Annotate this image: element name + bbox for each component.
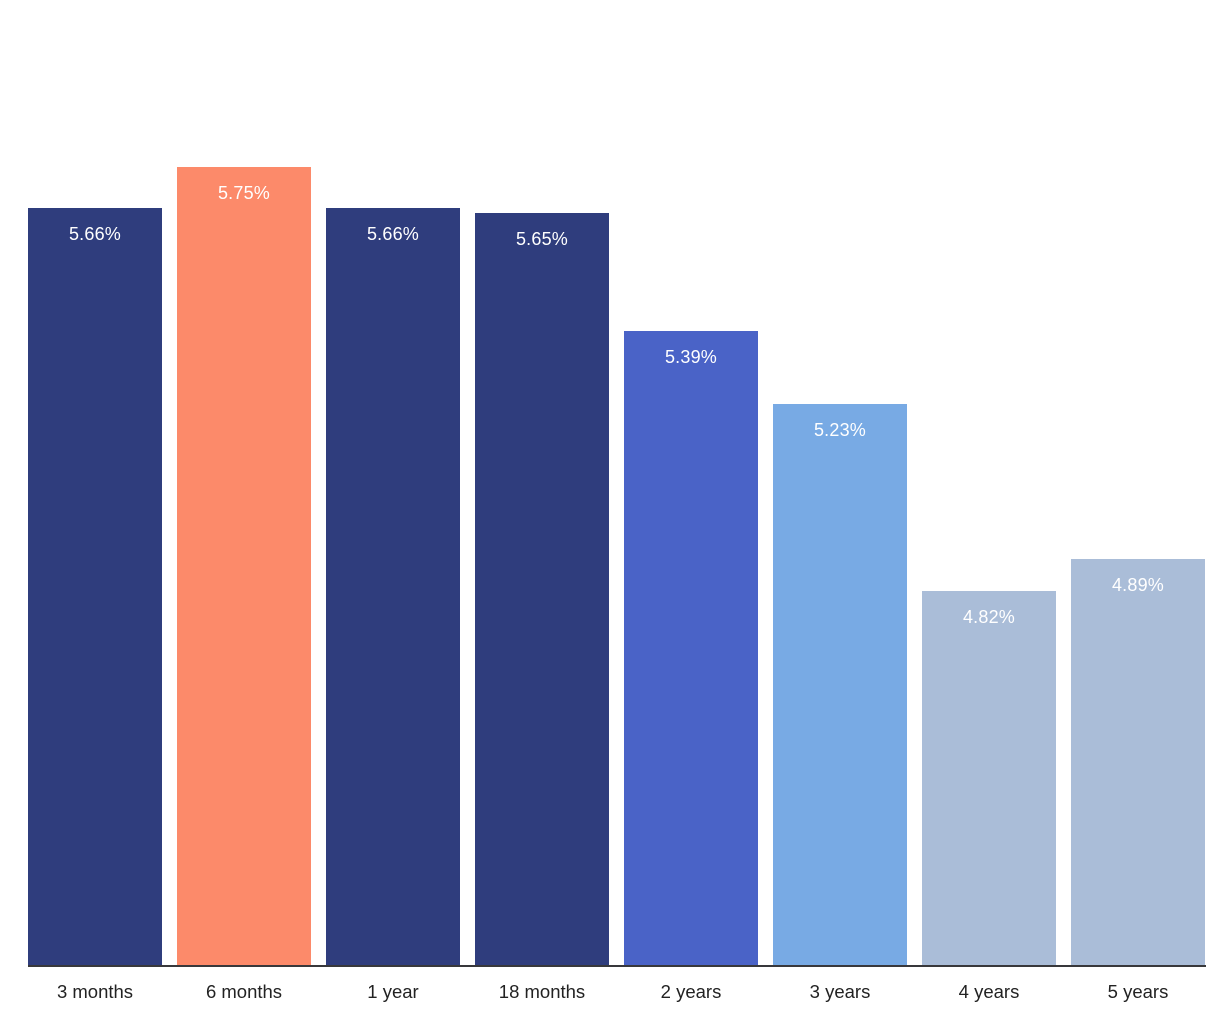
bar: 5.66% xyxy=(326,208,460,965)
bar-value-label: 5.75% xyxy=(217,183,271,203)
bar: 5.23% xyxy=(773,404,907,965)
x-axis-tick-label: 4 years xyxy=(958,981,1020,1002)
x-axis-tick-label: 6 months xyxy=(205,981,283,1002)
x-axis-tick-label: 2 years xyxy=(660,981,722,1002)
bar-value-label: 5.66% xyxy=(366,224,420,244)
bar-value-label: 5.65% xyxy=(515,229,569,249)
x-axis-tick-label: 3 months xyxy=(56,981,134,1002)
bar-value-label: 5.23% xyxy=(813,420,867,440)
bar: 5.75% xyxy=(177,167,311,965)
bar: 5.39% xyxy=(624,331,758,965)
bar: 5.65% xyxy=(475,213,609,965)
bar: 5.66% xyxy=(28,208,162,965)
x-axis-tick-label: 5 years xyxy=(1107,981,1169,1002)
bar-value-label: 5.39% xyxy=(664,347,718,367)
plot-area: 5.66% 5.75% 5.66% 5.65% 5.39% 5.23% 4.82% 4.89%… xyxy=(28,0,1206,1003)
bar: 4.89% xyxy=(1071,559,1205,965)
x-axis-tick-label: 3 years xyxy=(809,981,871,1002)
bar-value-label: 4.89% xyxy=(1111,575,1165,595)
bar-value-label: 4.82% xyxy=(962,607,1016,627)
bar-value-label: 5.66% xyxy=(68,224,122,244)
x-axis-tick-labels: 3 months 6 months 1 year 18 months 2 years 3 … xyxy=(28,967,1206,1003)
bars-container: 5.66% 5.75% 5.66% 5.65% 5.39% 5.23% 4.82% 4.89% xyxy=(28,0,1206,967)
x-axis-tick-label: 1 year xyxy=(367,981,419,1002)
bar: 4.82% xyxy=(922,591,1056,965)
x-axis-tick-label: 18 months xyxy=(498,981,586,1002)
